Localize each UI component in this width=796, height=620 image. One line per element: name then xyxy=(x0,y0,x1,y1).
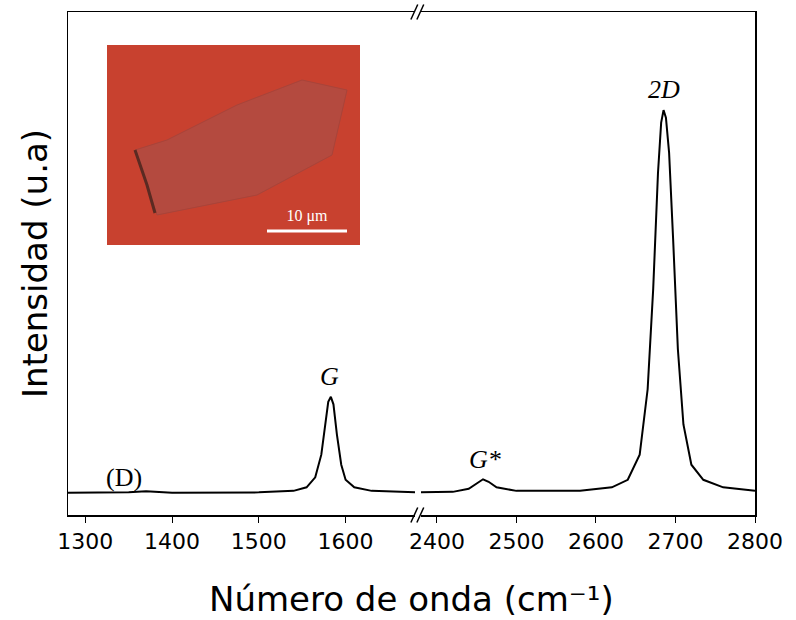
svg-text:2500: 2500 xyxy=(488,529,544,554)
svg-text:1300: 1300 xyxy=(57,529,113,554)
svg-text:G*: G* xyxy=(469,445,501,474)
svg-text:1600: 1600 xyxy=(318,529,374,554)
svg-text:(D): (D) xyxy=(106,463,142,492)
svg-text:2700: 2700 xyxy=(647,529,703,554)
svg-text:G: G xyxy=(320,362,339,391)
svg-text:1500: 1500 xyxy=(231,529,287,554)
svg-text:Intensidad (u.a): Intensidad (u.a) xyxy=(15,129,55,398)
svg-text:2800: 2800 xyxy=(727,529,783,554)
svg-text:10 μm: 10 μm xyxy=(286,207,328,225)
svg-text:2400: 2400 xyxy=(409,529,465,554)
svg-text:Número de onda (cm⁻¹): Número de onda (cm⁻¹) xyxy=(209,579,614,619)
svg-text:2600: 2600 xyxy=(568,529,624,554)
svg-text:2D: 2D xyxy=(648,75,680,104)
svg-text:1400: 1400 xyxy=(144,529,200,554)
